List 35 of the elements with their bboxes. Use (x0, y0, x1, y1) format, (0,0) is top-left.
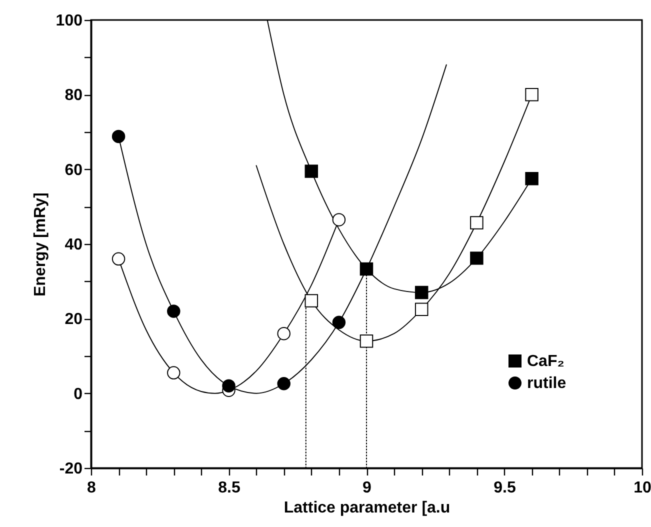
point (277, 326, 290, 340)
point (525, 88, 538, 102)
point (360, 262, 374, 276)
x-tick-label: 9 (362, 480, 372, 496)
point (470, 216, 484, 230)
point (304, 294, 318, 308)
point (304, 164, 318, 178)
y-tick-label: 60 (64, 162, 83, 179)
point (222, 379, 236, 392)
y-tick-label: 100 (56, 12, 83, 30)
y-tick-label: 20 (64, 311, 83, 328)
x-tick-label: 8 (87, 480, 96, 496)
point (112, 130, 126, 144)
point (360, 334, 374, 348)
x-tick-label: 10 (634, 480, 651, 496)
x-tick-label: 9.5 (494, 480, 516, 496)
x-tick-label: 8.5 (218, 480, 240, 496)
point (414, 286, 428, 300)
y-tick-label: 40 (64, 236, 83, 254)
y-tick-label: -20 (59, 460, 83, 478)
point (277, 377, 290, 390)
point (332, 316, 346, 330)
legend-label: CaF₂ (527, 353, 564, 370)
y-axis-title: Energy [mRy] (32, 192, 49, 297)
y-tick-label: 80 (64, 87, 83, 104)
point (414, 302, 428, 316)
point (167, 304, 180, 318)
legend-label: rutile (527, 375, 566, 392)
point (112, 252, 126, 266)
point (470, 252, 484, 265)
x-axis-title: Lattice parameter [a.u (284, 500, 450, 516)
point (525, 172, 538, 186)
point (332, 213, 346, 226)
point (167, 366, 180, 380)
y-tick-label: 0 (74, 386, 83, 403)
